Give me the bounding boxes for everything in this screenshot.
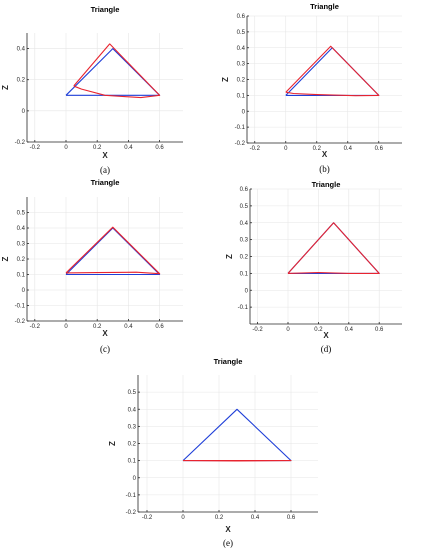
x-tick-label: -0.2 [30, 324, 41, 330]
x-tick-label: 0.2 [215, 515, 224, 521]
y-tick-label: 0.4 [17, 47, 26, 53]
measured-trajectory-line [285, 45, 380, 97]
y-axis-label: Z [221, 77, 230, 82]
y-tick-label: 0.3 [17, 242, 26, 248]
x-tick-label: 0.4 [251, 515, 260, 521]
chart-panel-b: -0.2 0 0.2 0.4 0.6 -0.2 -0.1 0 0.1 0.2 0.3 0.4 0.5 0.… [221, 2, 402, 174]
y-tick-label: 0.2 [17, 257, 26, 263]
y-tick-label: 0.3 [240, 238, 249, 244]
x-tick-label: 0.2 [93, 324, 102, 330]
y-tick-label: 0.2 [240, 255, 249, 261]
panel-label: (e) [223, 538, 233, 548]
x-tick-label: 0.2 [314, 327, 323, 333]
y-axis-label: Z [1, 85, 10, 90]
y-tick-label: -0.1 [238, 305, 249, 311]
y-tick-label: -0.1 [235, 125, 246, 131]
chart-title: Triangle [91, 5, 120, 14]
y-tick-label: 0.1 [128, 459, 137, 465]
reference-triangle-line [285, 47, 380, 96]
y-tick-label: -0.2 [15, 319, 26, 325]
y-tick-label: 0.3 [237, 62, 246, 68]
x-tick-label: 0.2 [93, 145, 102, 151]
x-tick-label: 0.6 [375, 327, 384, 333]
y-axis-label: Z [1, 256, 10, 261]
x-tick-label: -0.2 [250, 146, 261, 152]
chart-panel-c: -0.2 0 0.2 0.4 0.6 -0.2 -0.1 0 0.1 0.2 0.3 0.4 0.5 Tr… [1, 178, 183, 354]
x-tick-label: 0.2 [313, 146, 322, 152]
y-tick-label: 0.6 [240, 187, 249, 193]
chart-title: Triangle [214, 357, 243, 366]
x-axis-label: X [322, 150, 328, 159]
chart-title: Triangle [312, 180, 341, 189]
measured-trajectory-line [73, 43, 161, 99]
chart-title: Triangle [310, 2, 339, 11]
y-tick-label: -0.1 [126, 493, 137, 499]
x-tick-label: 0.6 [375, 146, 384, 152]
y-tick-label: 0.1 [17, 273, 26, 279]
y-tick-label: 0 [245, 288, 249, 294]
y-tick-label: -0.1 [15, 304, 26, 310]
x-tick-label: 0.4 [345, 327, 354, 333]
y-tick-label: 0.4 [237, 46, 246, 52]
y-tick-label: 0.5 [237, 30, 246, 36]
y-tick-label: 0.5 [240, 204, 249, 210]
chart-panel-a: -0.2 0 0.2 0.4 0.6 -0.2 0 0.2 0.4 Triangle X Z (a) [1, 5, 183, 175]
panel-label: (a) [100, 165, 110, 175]
y-tick-label: -0.2 [15, 140, 26, 146]
y-tick-label: 0.1 [240, 271, 249, 277]
x-tick-label: 0 [284, 146, 288, 152]
x-tick-label: -0.2 [142, 515, 153, 521]
chart-panel-e: -0.2 0 0.2 0.4 0.6 -0.2 -0.1 0 0.1 0.2 0.3 0.4 0.5 Tr… [108, 357, 318, 548]
reference-triangle-line [182, 408, 292, 462]
measured-trajectory-line [65, 226, 161, 275]
x-tick-label: 0.6 [287, 515, 296, 521]
x-tick-label: 0.4 [344, 146, 353, 152]
panel-label: (b) [319, 164, 330, 174]
x-axis-label: X [225, 525, 231, 534]
x-tick-label: 0 [64, 145, 68, 151]
y-axis-label: Z [225, 254, 234, 259]
y-tick-label: 0.5 [128, 390, 137, 396]
panel-label: (c) [100, 344, 110, 354]
y-tick-label: -0.2 [235, 141, 246, 147]
chart-panel-d: -0.2 0 0.2 0.4 0.6 -0.1 0 0.1 0.2 0.3 0.4 0.5 0.6 Tri… [225, 180, 402, 354]
y-tick-label: 0.4 [17, 226, 26, 232]
y-tick-label: 0.2 [17, 78, 26, 84]
y-axis-label: Z [108, 441, 117, 446]
x-tick-label: 0.6 [155, 145, 164, 151]
x-tick-label: -0.2 [252, 327, 263, 333]
x-tick-label: 0.4 [124, 145, 133, 151]
x-tick-label: 0.4 [124, 324, 133, 330]
y-tick-label: 0 [242, 109, 246, 115]
x-tick-label: 0 [181, 515, 185, 521]
y-tick-label: 0.3 [128, 424, 137, 430]
reference-triangle-line [65, 227, 161, 276]
x-tick-label: 0 [286, 327, 290, 333]
x-axis-label: X [323, 331, 329, 340]
measured-trajectory-line [287, 222, 380, 274]
y-tick-label: 0 [133, 476, 137, 482]
chart-title: Triangle [91, 178, 120, 187]
x-tick-label: 0.6 [155, 324, 164, 330]
y-tick-label: 0 [22, 288, 26, 294]
y-tick-label: 0.4 [240, 221, 249, 227]
x-tick-label: -0.2 [30, 145, 41, 151]
y-tick-label: 0.2 [237, 78, 246, 84]
x-axis-label: X [102, 151, 108, 160]
panel-label: (d) [321, 344, 332, 354]
y-tick-label: 0.6 [237, 14, 246, 20]
reference-triangle-line [287, 222, 380, 274]
y-tick-label: 0.5 [17, 211, 26, 217]
y-tick-label: 0 [22, 109, 26, 115]
y-tick-label: 0.4 [128, 407, 137, 413]
y-tick-label: 0.2 [128, 442, 137, 448]
x-axis-label: X [102, 329, 108, 338]
x-tick-label: 0 [64, 324, 68, 330]
y-tick-label: 0.1 [237, 93, 246, 99]
y-tick-label: -0.2 [126, 510, 137, 516]
